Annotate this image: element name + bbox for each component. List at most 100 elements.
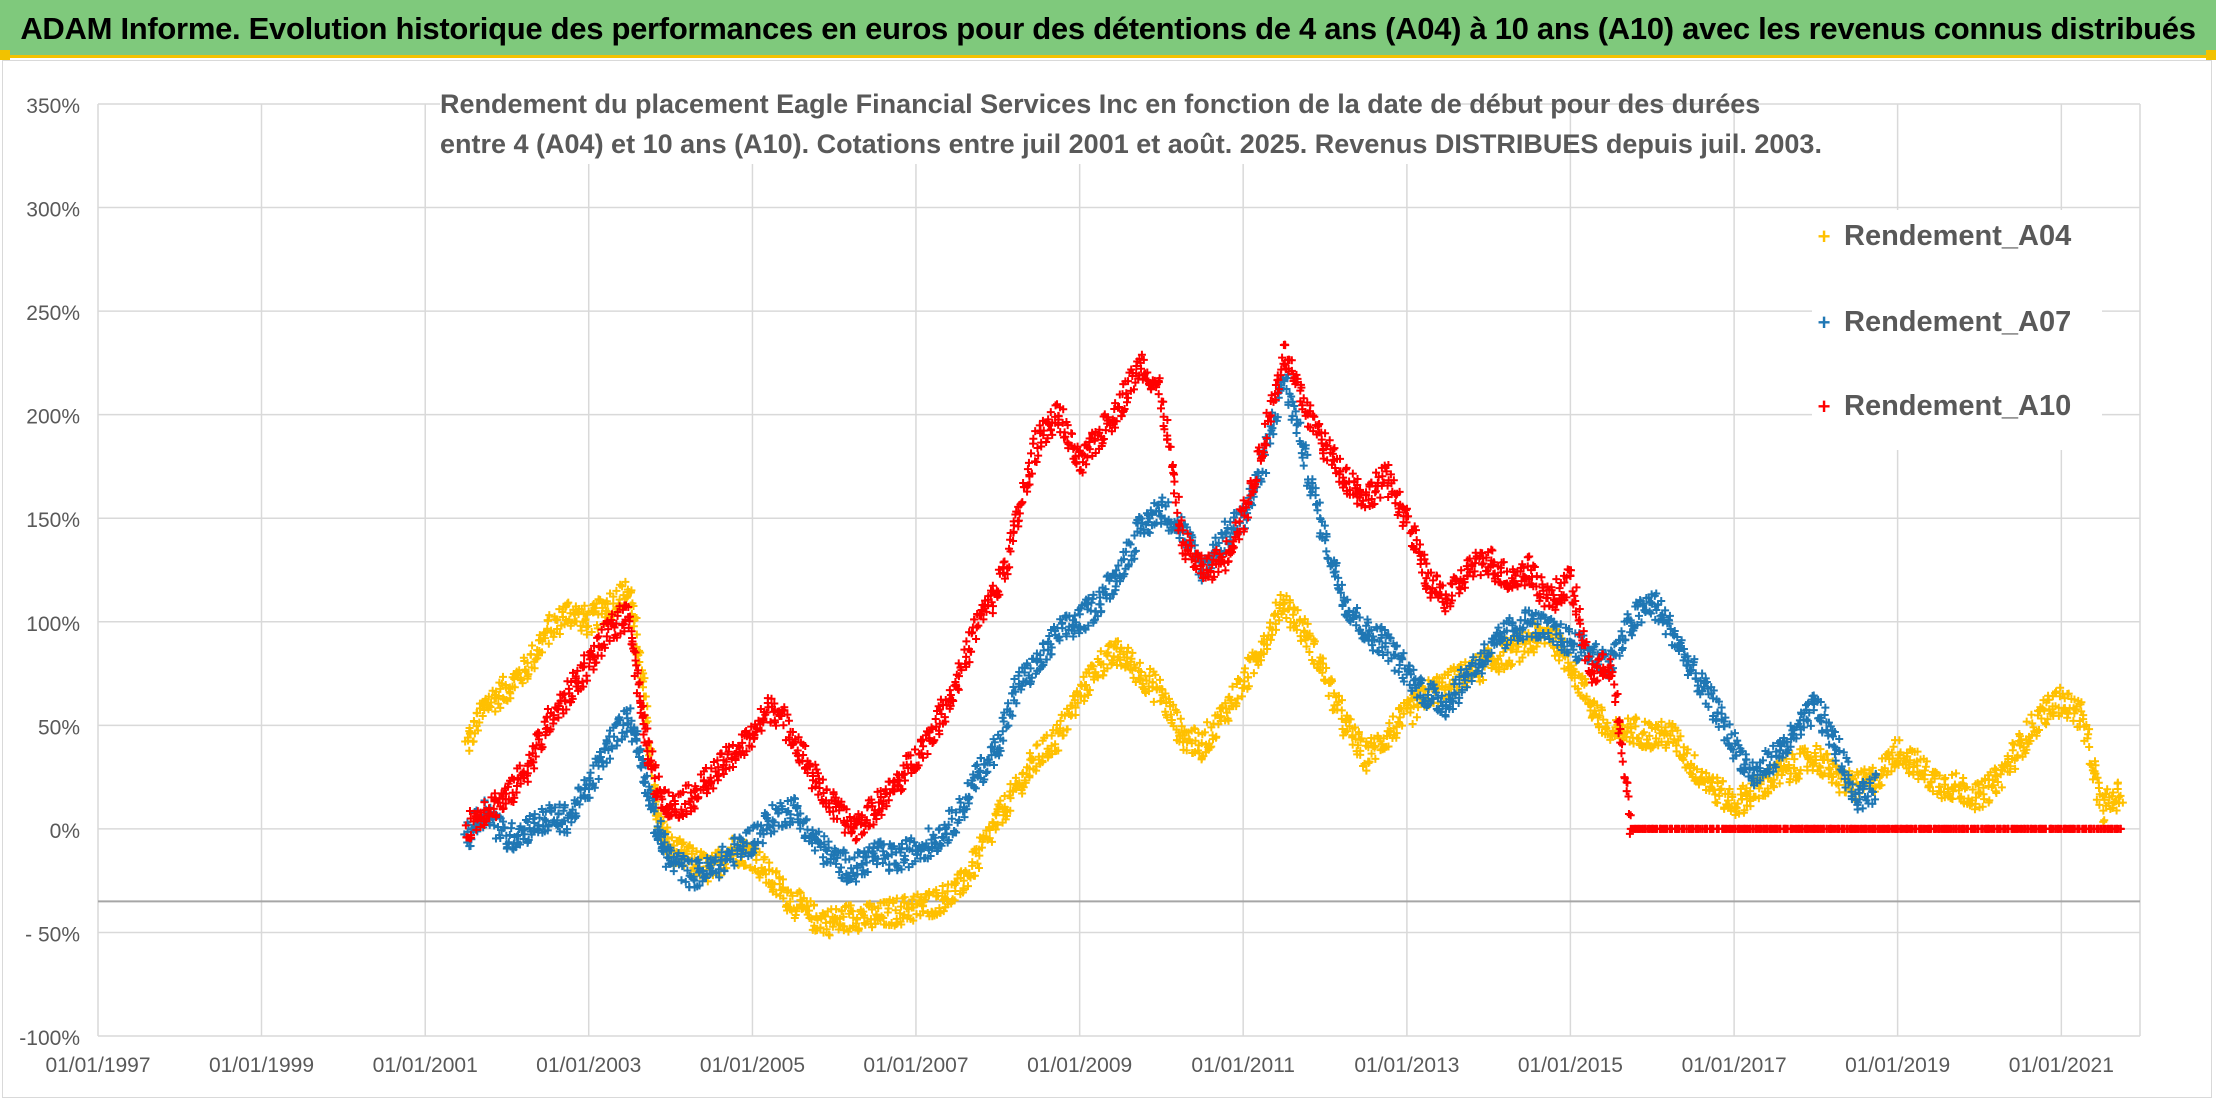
data-point: [854, 924, 863, 933]
data-point: [1521, 639, 1530, 648]
data-point: [1359, 762, 1368, 771]
data-point: [1702, 769, 1711, 778]
data-point: [1182, 746, 1191, 755]
data-point: [1582, 692, 1591, 701]
data-point: [993, 820, 1002, 829]
data-point: [510, 683, 519, 692]
data-point: [1356, 735, 1365, 744]
data-point: [1200, 728, 1209, 737]
data-point: [1105, 640, 1114, 649]
data-point: [475, 718, 484, 727]
data-point: [498, 672, 507, 681]
data-point: [852, 835, 861, 844]
x-tick-label: 01/01/2015: [1518, 1054, 1623, 1077]
data-point: [1173, 508, 1182, 517]
data-point: [1362, 766, 1371, 775]
data-point: [1672, 747, 1681, 756]
data-point: [1339, 731, 1348, 740]
data-point: [889, 898, 898, 907]
data-point: [778, 875, 787, 884]
data-point: [1063, 725, 1072, 734]
data-point: [1011, 773, 1020, 782]
data-point: [988, 602, 997, 611]
data-point: [1384, 742, 1393, 751]
data-point: [1020, 776, 1029, 785]
data-point: [627, 586, 636, 595]
data-point: [1006, 806, 1015, 815]
data-point: [1033, 740, 1042, 749]
y-tick-label: 250%: [26, 302, 80, 325]
data-point: [496, 703, 505, 712]
data-point: [1176, 714, 1185, 723]
data-point: [687, 849, 696, 858]
data-point: [1166, 442, 1175, 451]
data-point: [1738, 795, 1747, 804]
data-point: [1047, 731, 1056, 740]
data-point: [924, 824, 933, 833]
data-point: [1343, 727, 1352, 736]
data-point: [1244, 673, 1253, 682]
data-point: [1595, 711, 1604, 720]
data-point: [1497, 659, 1506, 668]
data-point: [1271, 598, 1280, 607]
data-point: [924, 891, 933, 900]
y-tick-label: 50%: [38, 716, 80, 739]
data-point: [969, 871, 978, 880]
data-point: [1631, 722, 1640, 731]
data-point: [1266, 635, 1275, 644]
data-point: [1024, 458, 1033, 467]
data-point: [761, 870, 770, 879]
data-point: [1173, 708, 1182, 717]
data-point: [502, 696, 511, 705]
data-point: [1602, 724, 1611, 733]
data-point: [1085, 686, 1094, 695]
data-point: [778, 884, 787, 893]
data-point: [1257, 637, 1266, 646]
data-point: [544, 639, 553, 648]
data-point: [580, 601, 589, 610]
data-point: [1275, 616, 1284, 625]
data-point: [1124, 643, 1133, 652]
data-point: [973, 859, 982, 868]
data-point: [1000, 557, 1009, 566]
data-point: [1297, 636, 1306, 645]
data-point: [983, 767, 992, 776]
data-point: [1027, 449, 1036, 458]
data-point: [506, 694, 515, 703]
y-tick-label: 300%: [26, 199, 80, 222]
data-point: [538, 648, 547, 657]
data-point: [959, 886, 968, 895]
data-point: [1156, 675, 1164, 684]
data-point: [1337, 696, 1346, 705]
data-point: [1300, 628, 1309, 637]
data-point: [1089, 662, 1098, 671]
data-point: [1690, 751, 1699, 760]
data-point: [871, 919, 880, 928]
data-point: [1103, 664, 1112, 673]
data-point: [796, 888, 805, 897]
y-tick-label: - 50%: [25, 923, 80, 946]
data-point: [900, 898, 909, 907]
x-tick-label: 01/01/1997: [45, 1054, 150, 1077]
data-point: [1282, 613, 1291, 622]
data-point: [1645, 719, 1654, 728]
data-point: [1353, 741, 1362, 750]
data-point: [612, 586, 621, 595]
data-point: [1303, 619, 1312, 628]
data-point: [1123, 393, 1132, 402]
data-point: [1390, 666, 1399, 675]
data-point: [884, 904, 893, 913]
data-point: [952, 879, 961, 888]
data-point: [652, 815, 661, 824]
header-bar: [0, 0, 2216, 58]
data-point: [809, 901, 818, 910]
data-point: [1244, 682, 1253, 691]
data-point: [1627, 728, 1636, 737]
data-point: [1350, 723, 1359, 732]
data-point: [810, 921, 819, 930]
data-point: [1746, 787, 1755, 796]
data-point: [1518, 653, 1527, 662]
data-point: [1123, 653, 1132, 662]
data-point: [584, 622, 593, 631]
